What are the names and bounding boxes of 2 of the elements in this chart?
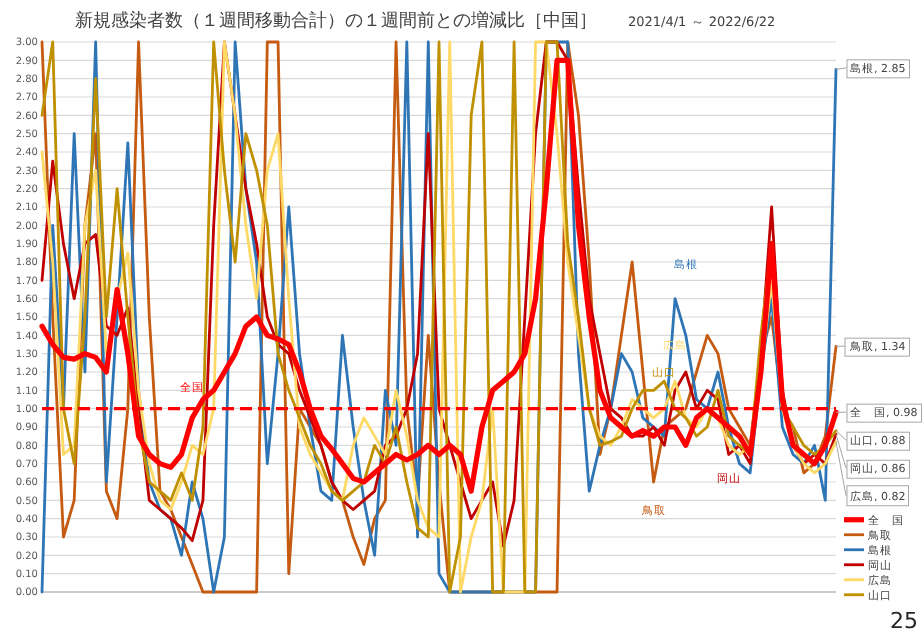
chart-title: 新規感染者数（１週間移動合計）の１週間前との増減比［中国］ (75, 10, 597, 32)
text: 25 (890, 608, 918, 634)
